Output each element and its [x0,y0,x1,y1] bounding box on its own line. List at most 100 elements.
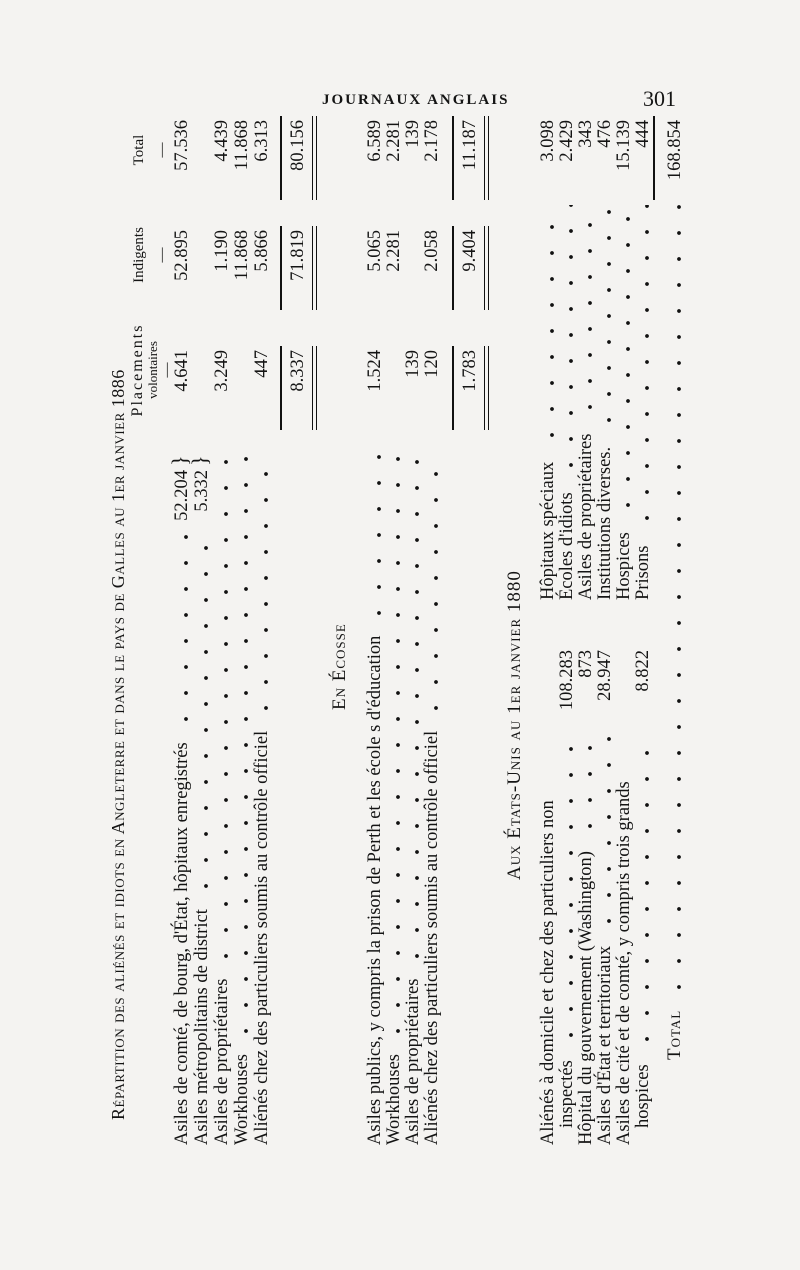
rule [452,226,454,310]
usa-heading: Aux États-Unis au 1er janvier 1880 [504,100,525,1150]
total-value: 3.098 [538,120,558,162]
usa-right-row-cells: Prisons 444 [633,100,653,1150]
placements-value: 4.641 [172,350,192,392]
england-totals-row: 8.337 71.819 80.156 [288,100,308,1150]
dot-leader [232,450,252,1044]
total-placements: 1.783 [460,350,480,392]
placements-value: 139 [403,350,423,378]
rule [280,116,282,200]
scotland-row: Asiles publics, y compris la prison de P… [365,100,385,1150]
row-label: Écoles d'idiots [557,492,577,600]
double-rule [312,116,317,200]
rule [653,116,655,200]
dot-leader [172,535,192,732]
row-label: Institutions diverses. [595,446,615,600]
dot-leader [403,450,423,969]
row-label: Asiles de propriétaires [576,433,596,600]
header-total-label: Total [131,134,147,166]
usa-total-row: Total 168.854 [664,100,685,1150]
total-value: 6.589 [365,120,385,162]
placements-value: 447 [252,350,272,378]
placements-value: 120 [422,350,442,378]
total-value: 444 [633,120,653,148]
section-heading: Aux États-Unis au 1er janvier 1880 [504,570,525,880]
total-value: 2.178 [422,120,442,162]
running-head: JOURNAUX ANGLAIS [322,92,510,108]
header-indigents: Indigents — [131,210,170,300]
header-placements-1: Placements [129,323,146,417]
dot-leader [422,450,442,721]
england-row: Workhouses 11.868 11.868 [232,100,252,1150]
placements-value: 3.249 [212,350,232,392]
usa-right-row-cells: Institutions diverses. 476 [595,100,615,1150]
double-rule [484,116,489,200]
subtotal-value: 5.332 [192,470,212,512]
usa-right-row-cells: Écoles d'idiots 2.429 [557,100,577,1150]
total-value: 476 [595,120,615,148]
dot-leader [576,205,596,420]
row-label: Aliénés chez des particuliers soumis au … [422,730,442,1145]
total-value: 2.281 [384,120,404,162]
dot-leader [384,450,404,1044]
england-row: Aliénés chez des particuliers soumis au … [252,100,272,1150]
usa-right-row-cells: Hôpitaux spéciaux 3.098 [538,100,558,1150]
double-rule [312,226,317,310]
usa-right-row-cells: Hospices 15.139 [614,100,634,1150]
rule [452,346,454,430]
total-total: 11.187 [460,120,480,171]
indigents-value: 5.866 [252,230,272,272]
row-label: Hospices [614,532,634,600]
header-dash: — [154,247,170,263]
header-placements: Placements volontaires — [129,315,175,425]
dot-leader [614,205,634,518]
england-row: Asiles métropolitains de district 5.332} [187,100,212,1150]
dot-leader [595,205,615,433]
row-label: Workhouses [384,1053,404,1145]
total-value: 15.139 [614,120,634,171]
indigents-value: 2.281 [384,230,404,272]
table-title: Répartition des aliénés et idiots en Ang… [108,100,128,1150]
total-value: 57.536 [172,120,192,171]
rule [280,226,282,310]
indigents-value: 11.868 [232,230,252,281]
indigents-value: 52.895 [172,230,192,281]
row-label: Asiles publics, y compris la prison de P… [365,635,385,1145]
header-total: Total — [131,110,170,190]
page-number: 301 [643,86,676,111]
total-indigents: 9.404 [460,230,480,272]
header-indigents-label: Indigents [131,227,147,283]
row-label: Asiles de comté, de bourg, d'État, hôpit… [172,742,192,1145]
double-rule [484,346,489,430]
total-value: 4.439 [212,120,232,162]
total-value: 343 [576,120,596,148]
total-total: 80.156 [288,120,308,171]
england-row: Asiles de comté, de bourg, d'État, hôpit… [167,100,192,1150]
rule [280,346,282,430]
double-rule [484,226,489,310]
row-label: Hôpitaux spéciaux [538,461,558,600]
dot-leader [557,205,577,478]
indigents-value: 2.058 [422,230,442,272]
indigents-value: 5.065 [365,230,385,272]
scotland-row: Workhouses 2.281 2.281 [384,100,404,1150]
total-placements: 8.337 [288,350,308,392]
total-value: 6.313 [252,120,272,162]
total-indigents: 71.819 [288,230,308,281]
dot-leader [538,205,558,448]
brace: } [187,455,212,466]
dot-leader [252,450,272,721]
scotland-row: Asiles de propriétaires 139 139 [403,100,423,1150]
header-placements-2: volontaires [145,341,160,399]
row-label: Prisons [633,545,653,601]
total-value: 2.429 [557,120,577,162]
scotland-row: Aliénés chez des particuliers soumis au … [422,100,442,1150]
england-row: Asiles de propriétaires 3.249 1.190 4.439 [212,100,232,1150]
indigents-value: 1.190 [212,230,232,272]
dot-leader [365,450,385,626]
section-heading: En Écosse [329,623,350,710]
dot-leader [212,450,232,969]
double-rule [312,346,317,430]
total-value: 11.868 [232,120,252,171]
title-text: Répartition des aliénés et idiots en Ang… [108,369,128,1120]
row-label: Aliénés chez des particuliers soumis au … [252,730,272,1145]
